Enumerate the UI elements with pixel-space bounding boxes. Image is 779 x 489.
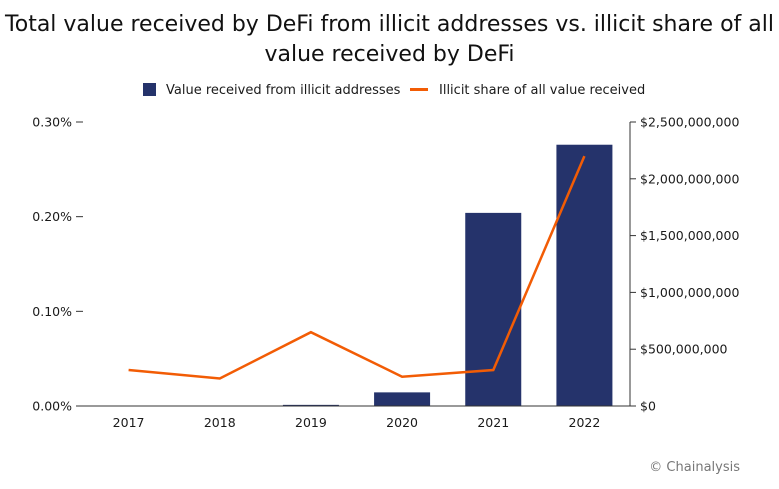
y-right-tick-label: $500,000,000	[640, 342, 728, 357]
legend: Value received from illicit addresses Il…	[143, 83, 645, 98]
x-tick-label: 2020	[386, 415, 418, 430]
bar-2022	[556, 144, 613, 406]
legend-label-line: Illicit share of all value received	[439, 83, 645, 98]
bar-series	[282, 144, 613, 406]
y-right-tick-label: $1,500,000,000	[640, 228, 739, 243]
x-axis-ticks: 2017 2018 2019 2020 2021 2022	[113, 415, 601, 430]
y-right-tick-label: $2,000,000,000	[640, 171, 739, 186]
legend-label-bar: Value received from illicit addresses	[166, 83, 401, 98]
y-axis-right: $0 $500,000,000 $1,000,000,000 $1,500,000,0…	[629, 115, 739, 414]
y-left-tick-label: 0.20%	[32, 209, 72, 224]
y-left-tick-label: 0.30%	[32, 115, 72, 130]
x-tick-label: 2019	[295, 415, 327, 430]
y-left-tick-label: 0.10%	[32, 304, 72, 319]
y-axis-left: 0.00% 0.10% 0.20% 0.30%	[32, 115, 83, 414]
legend-swatch-bar	[143, 83, 156, 96]
credit: © Chainalysis	[649, 460, 740, 475]
y-left-tick-label: 0.00%	[32, 399, 72, 414]
y-right-tick-label: $0	[640, 399, 656, 414]
bar-2019	[282, 404, 339, 406]
x-tick-label: 2021	[477, 415, 509, 430]
bar-2020	[374, 392, 431, 406]
x-tick-label: 2017	[113, 415, 145, 430]
x-tick-label: 2018	[204, 415, 236, 430]
line-series	[128, 155, 586, 380]
chart-title: Total value received by DeFi from illici…	[5, 12, 774, 67]
bar-2021	[465, 212, 522, 406]
y-right-tick-label: $1,000,000,000	[640, 285, 739, 300]
x-tick-label: 2022	[569, 415, 601, 430]
share-line	[128, 155, 586, 380]
y-right-tick-label: $2,500,000,000	[640, 115, 739, 130]
